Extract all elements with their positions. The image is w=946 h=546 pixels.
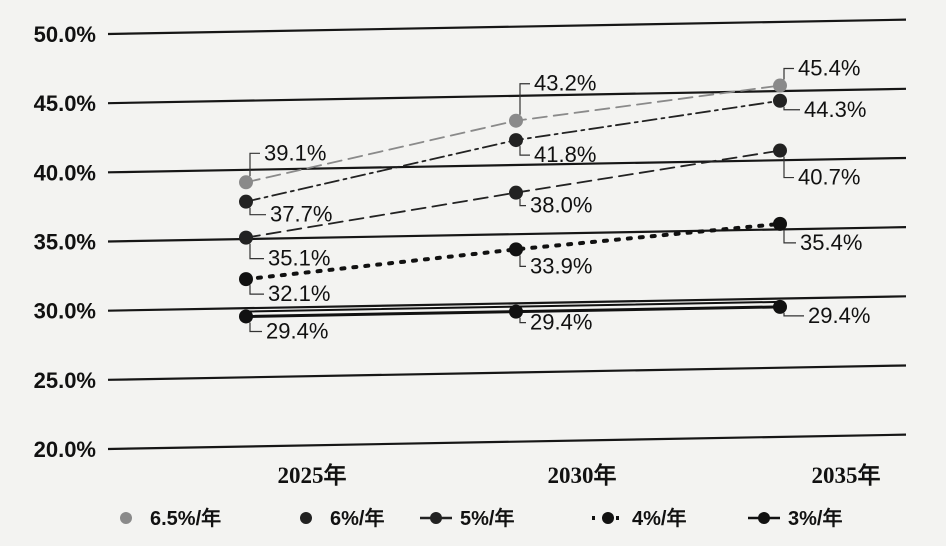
legend-swatch-marker bbox=[120, 512, 132, 524]
data-point bbox=[773, 143, 787, 158]
gridline bbox=[107, 18, 907, 36]
data-point bbox=[509, 185, 523, 200]
y-tick-label: 20.0% bbox=[34, 437, 96, 462]
y-tick-label: 40.0% bbox=[34, 160, 96, 185]
gridline bbox=[107, 87, 907, 105]
label-leader bbox=[249, 207, 266, 216]
data-point bbox=[239, 194, 253, 209]
data-label: 37.7% bbox=[270, 202, 332, 227]
data-label: 38.0% bbox=[530, 193, 592, 218]
legend-label: 5%/年 bbox=[460, 506, 514, 530]
label-leader bbox=[249, 243, 264, 260]
series-lines bbox=[239, 78, 787, 324]
x-tick-label: 2030年 bbox=[548, 462, 617, 488]
y-tick-label: 50.0% bbox=[34, 22, 96, 47]
data-point bbox=[239, 175, 253, 190]
legend: 6.5%/年 6%/年 5%/年 4%/年 3%/年 bbox=[120, 506, 842, 530]
data-point bbox=[509, 113, 523, 128]
label-leader bbox=[519, 198, 526, 207]
data-label: 33.9% bbox=[530, 253, 592, 278]
legend-swatch-marker bbox=[602, 512, 614, 524]
data-point bbox=[509, 242, 523, 257]
data-label: 29.4% bbox=[530, 310, 592, 335]
label-leader bbox=[783, 106, 800, 111]
data-label: 41.8% bbox=[534, 142, 596, 167]
gridline bbox=[107, 226, 907, 243]
data-label: 39.1% bbox=[264, 140, 326, 165]
data-point bbox=[773, 93, 787, 108]
data-point bbox=[773, 216, 787, 231]
data-point bbox=[773, 299, 787, 314]
label-leader bbox=[519, 317, 526, 324]
x-tick-label: 2025年 bbox=[278, 462, 347, 488]
data-point bbox=[239, 272, 253, 287]
data-label: 40.7% bbox=[798, 165, 860, 190]
data-label: 29.4% bbox=[266, 318, 328, 343]
x-tick-label: 2035年 bbox=[812, 462, 881, 488]
legend-swatch-marker bbox=[430, 512, 442, 524]
label-leader bbox=[249, 285, 264, 295]
legend-label: 6%/年 bbox=[330, 506, 384, 530]
label-leader bbox=[783, 67, 794, 80]
label-leader bbox=[249, 322, 262, 333]
gridline bbox=[107, 364, 907, 381]
label-leader bbox=[519, 146, 530, 156]
label-leader bbox=[783, 156, 794, 179]
legend-label: 4%/年 bbox=[632, 506, 686, 530]
data-label: 45.4% bbox=[798, 56, 860, 81]
data-point bbox=[773, 78, 787, 93]
data-point bbox=[509, 133, 523, 148]
label-leader bbox=[783, 312, 804, 317]
legend-label: 6.5%/年 bbox=[150, 506, 221, 530]
data-label: 29.4% bbox=[808, 303, 870, 328]
legend-label: 3%/年 bbox=[788, 506, 842, 530]
legend-swatch-marker bbox=[300, 512, 312, 524]
data-point bbox=[239, 230, 253, 245]
gridline bbox=[107, 433, 907, 451]
label-leader bbox=[519, 255, 526, 267]
y-tick-label: 35.0% bbox=[34, 230, 96, 255]
gridline bbox=[107, 295, 907, 312]
label-leader bbox=[519, 83, 530, 115]
data-point bbox=[509, 304, 523, 319]
y-tick-label: 45.0% bbox=[34, 91, 96, 116]
data-label: 43.2% bbox=[534, 71, 596, 96]
data-labels: 39.1% 43.2% 45.4% 37.7% 41.8% 44.3% 35.1% 38.0%… bbox=[249, 56, 870, 343]
data-label: 32.1% bbox=[268, 281, 330, 306]
legend-swatch-marker bbox=[758, 512, 770, 524]
label-leader bbox=[249, 152, 260, 177]
gridline bbox=[107, 156, 907, 174]
y-axis-ticks: 20.0% 25.0% 30.0% 35.0% 40.0% 45.0% 50.0% bbox=[34, 22, 96, 462]
data-point bbox=[239, 309, 253, 324]
series-line bbox=[244, 221, 782, 282]
y-tick-label: 30.0% bbox=[34, 299, 96, 324]
label-leader bbox=[783, 229, 796, 244]
data-label: 44.3% bbox=[804, 97, 866, 122]
y-tick-label: 25.0% bbox=[34, 368, 96, 393]
data-label: 35.4% bbox=[800, 230, 862, 255]
data-label: 35.1% bbox=[268, 246, 330, 271]
x-axis-ticks: 2025年 2030年 2035年 bbox=[278, 462, 881, 488]
